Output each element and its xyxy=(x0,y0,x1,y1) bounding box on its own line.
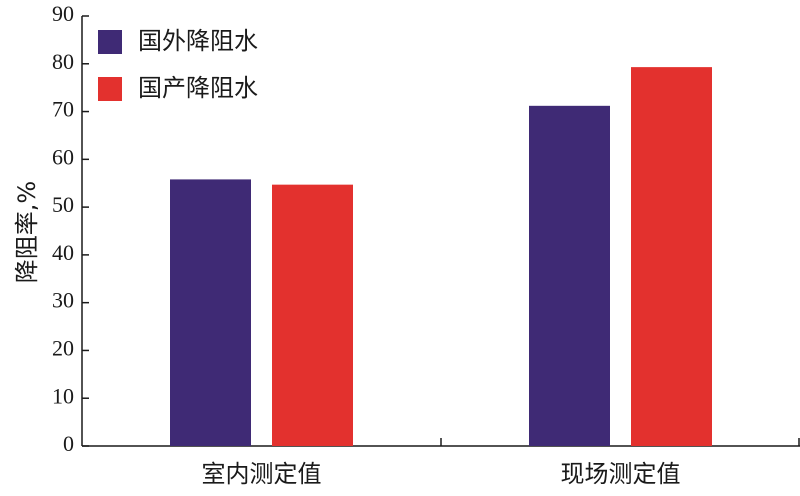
legend-swatch xyxy=(98,77,122,101)
y-tick-label: 70 xyxy=(52,97,74,122)
y-axis: 0 10 20 30 40 50 60 70 80 90 xyxy=(52,1,89,456)
x-category-label: 现场测定值 xyxy=(561,460,681,488)
legend-swatch xyxy=(98,30,122,54)
legend-label: 国产降阻水 xyxy=(138,74,258,102)
x-category-label: 室内测定值 xyxy=(202,460,322,488)
y-tick-label: 10 xyxy=(52,383,74,408)
bar-2-2 xyxy=(631,67,712,446)
y-tick-label: 60 xyxy=(52,144,74,169)
y-axis-title: 降阻率,% xyxy=(13,181,41,283)
bar-1-1 xyxy=(170,179,251,446)
y-tick-label: 90 xyxy=(52,1,74,26)
y-tick-label: 50 xyxy=(52,192,74,217)
bar-1-2 xyxy=(529,105,610,447)
bar-2-1 xyxy=(272,184,353,446)
y-tick-label: 0 xyxy=(63,431,74,456)
y-tick-label: 30 xyxy=(52,288,74,313)
y-tick-label: 40 xyxy=(52,240,74,265)
legend-label: 国外降阻水 xyxy=(138,27,258,55)
y-tick-label: 80 xyxy=(52,49,74,74)
y-tick-label: 20 xyxy=(52,335,74,360)
bars xyxy=(170,67,712,447)
